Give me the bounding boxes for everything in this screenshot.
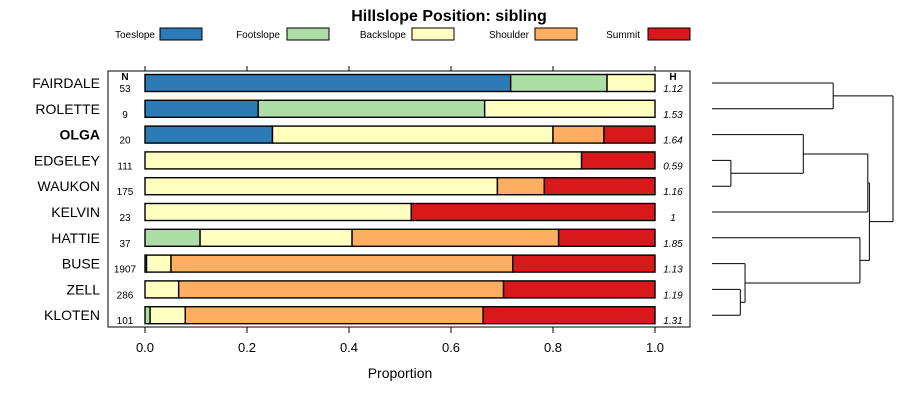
bar-segment <box>144 202 412 222</box>
bar-segment <box>552 125 605 144</box>
bar-segment <box>199 228 353 248</box>
h-value: 1 <box>670 213 676 224</box>
bar-segment <box>502 280 656 299</box>
chart-title: Hillslope Position: sibling <box>351 8 547 25</box>
n-value: 101 <box>117 316 134 327</box>
bar-segment <box>603 125 656 144</box>
legend-swatch <box>534 27 578 41</box>
x-axis: 0.0 0.2 0.4 0.6 0.8 1.0 <box>136 66 664 355</box>
bar-segment <box>144 73 512 93</box>
bar-segment <box>144 125 274 144</box>
plot-panel <box>107 70 691 328</box>
h-value: 1.13 <box>663 265 683 276</box>
x-axis-title: Proportion <box>368 365 433 381</box>
h-value: 1.19 <box>663 290 683 301</box>
bar-segment <box>149 306 186 325</box>
bar-segment <box>144 306 151 325</box>
x-tick-label: 0.6 <box>442 340 460 355</box>
bar-segment <box>606 73 656 93</box>
n-value: 23 <box>119 213 131 224</box>
legend-swatch <box>286 27 330 41</box>
n-value: 53 <box>119 84 131 95</box>
bar-segment <box>144 99 259 119</box>
n-value: 37 <box>119 239 131 250</box>
bar-segment <box>543 176 656 196</box>
x-tick-label: 1.0 <box>646 340 664 355</box>
h-value: 1.16 <box>663 187 683 198</box>
legend-label: Backslope <box>360 30 407 41</box>
bar-segment <box>184 306 484 325</box>
bar-segment <box>509 73 608 93</box>
legend-label: Footslope <box>236 30 280 41</box>
legend-swatch <box>411 27 455 41</box>
bar-segment <box>145 254 172 273</box>
legend-label: Toeslope <box>115 30 155 41</box>
bar-segment <box>144 228 201 248</box>
bar-segment <box>483 99 656 119</box>
dendrogram <box>712 82 894 316</box>
legend-label: Summit <box>606 30 640 41</box>
bar-rows: FAIRDALE 53 1.12 ROLETTE 9 1.53 OLGA 20 1.64 EDGE… <box>32 73 683 327</box>
bar-segment <box>557 228 656 248</box>
category-label: FAIRDALE <box>32 75 100 91</box>
legend-swatch <box>159 27 203 41</box>
category-label: BUSE <box>62 256 100 272</box>
n-value: 111 <box>117 161 133 172</box>
category-label: ZELL <box>67 281 101 297</box>
category-label: KLOTEN <box>44 307 100 323</box>
bar-segment <box>177 280 505 299</box>
h-value: 1.85 <box>663 239 683 250</box>
bar-segment <box>410 202 656 222</box>
bar-segment <box>512 254 656 273</box>
x-tick-label: 0.0 <box>136 340 154 355</box>
x-tick-label: 0.4 <box>340 340 358 355</box>
legend: Toeslope Footslope Backslope Shoulder Summit <box>115 27 691 41</box>
x-tick-label: 0.8 <box>544 340 562 355</box>
category-label: HATTIE <box>51 230 100 246</box>
h-column-header: H <box>669 72 676 83</box>
bar-segment <box>257 99 486 119</box>
category-label: EDGELEY <box>34 152 101 168</box>
h-value: 1.53 <box>663 110 683 121</box>
h-value: 1.64 <box>663 136 683 147</box>
n-value: 1907 <box>114 265 137 276</box>
n-value: 9 <box>122 110 128 121</box>
legend-swatch <box>647 27 691 41</box>
bar-segment <box>351 228 560 248</box>
h-value: 1.31 <box>663 316 682 327</box>
n-column-header: N <box>121 72 128 83</box>
bar-segment <box>271 125 554 144</box>
n-value: 175 <box>117 187 134 198</box>
legend-label: Shoulder <box>489 30 530 41</box>
bar-segment <box>482 306 656 325</box>
category-label: ROLETTE <box>35 101 100 117</box>
bar-segment <box>144 280 180 299</box>
category-label: OLGA <box>60 127 100 143</box>
x-tick-label: 0.2 <box>238 340 256 355</box>
bar-segment <box>496 176 546 196</box>
bar-segment <box>580 151 656 170</box>
n-value: 286 <box>117 290 134 301</box>
h-value: 1.12 <box>663 84 683 95</box>
category-label: KELVIN <box>51 204 100 220</box>
category-label: WAUKON <box>38 178 100 194</box>
bar-segment <box>144 151 583 170</box>
n-value: 20 <box>119 136 131 147</box>
bar-segment <box>170 254 514 273</box>
h-value: 0.59 <box>663 161 683 172</box>
bar-segment <box>144 176 499 196</box>
